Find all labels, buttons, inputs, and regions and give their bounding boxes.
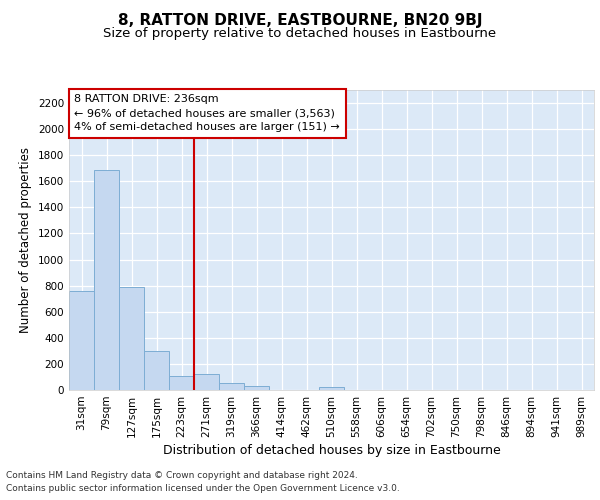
Bar	[94, 170, 119, 390]
Bar	[219, 384, 244, 390]
Bar	[244, 386, 269, 390]
Bar	[69, 291, 94, 390]
Text: Contains public sector information licensed under the Open Government Licence v3: Contains public sector information licen…	[6, 484, 400, 493]
X-axis label: Distribution of detached houses by size in Eastbourne: Distribution of detached houses by size …	[163, 444, 500, 457]
Y-axis label: Number of detached properties: Number of detached properties	[19, 147, 32, 333]
Text: 8 RATTON DRIVE: 236sqm
← 96% of detached houses are smaller (3,563)
4% of semi-d: 8 RATTON DRIVE: 236sqm ← 96% of detached…	[74, 94, 340, 132]
Text: Size of property relative to detached houses in Eastbourne: Size of property relative to detached ho…	[103, 28, 497, 40]
Bar	[194, 374, 219, 390]
Bar	[319, 388, 344, 390]
Bar	[169, 376, 194, 390]
Bar	[144, 351, 169, 390]
Text: 8, RATTON DRIVE, EASTBOURNE, BN20 9BJ: 8, RATTON DRIVE, EASTBOURNE, BN20 9BJ	[118, 12, 482, 28]
Text: Contains HM Land Registry data © Crown copyright and database right 2024.: Contains HM Land Registry data © Crown c…	[6, 470, 358, 480]
Bar	[119, 287, 144, 390]
